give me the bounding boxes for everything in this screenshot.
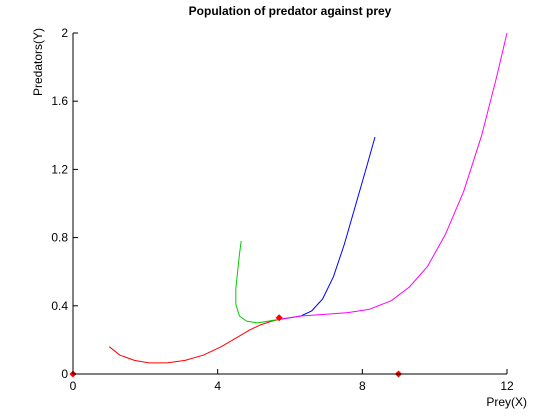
- y-tick-label: 1.2: [51, 162, 68, 176]
- y-tick-label: 2: [61, 26, 68, 40]
- chart-title: Population of predator against prey: [189, 4, 392, 18]
- x-tick-label: 12: [500, 379, 514, 393]
- series-line-4: [279, 32, 508, 320]
- axes-layer: [72, 33, 507, 375]
- x-tick-label: 4: [214, 379, 221, 393]
- x-tick-label: 0: [70, 379, 77, 393]
- y-axis-label: Predators(Y): [31, 28, 45, 96]
- x-axis-label: Prey(X): [486, 395, 527, 409]
- series-line-2: [235, 240, 280, 324]
- y-tick-label: 0: [61, 367, 68, 381]
- ticks-layer: 0 4 8 12 0 0.4 0.8 1.2 1.6 2: [51, 26, 514, 393]
- equilibrium-point-2: [275, 314, 283, 322]
- y-tick-label: 0.8: [51, 231, 68, 245]
- y-tick-label: 0.4: [51, 299, 68, 313]
- x-tick-label: 8: [359, 379, 366, 393]
- y-tick-label: 1.6: [51, 94, 68, 108]
- series-line-1: [108, 318, 280, 364]
- series-layer: [108, 32, 508, 364]
